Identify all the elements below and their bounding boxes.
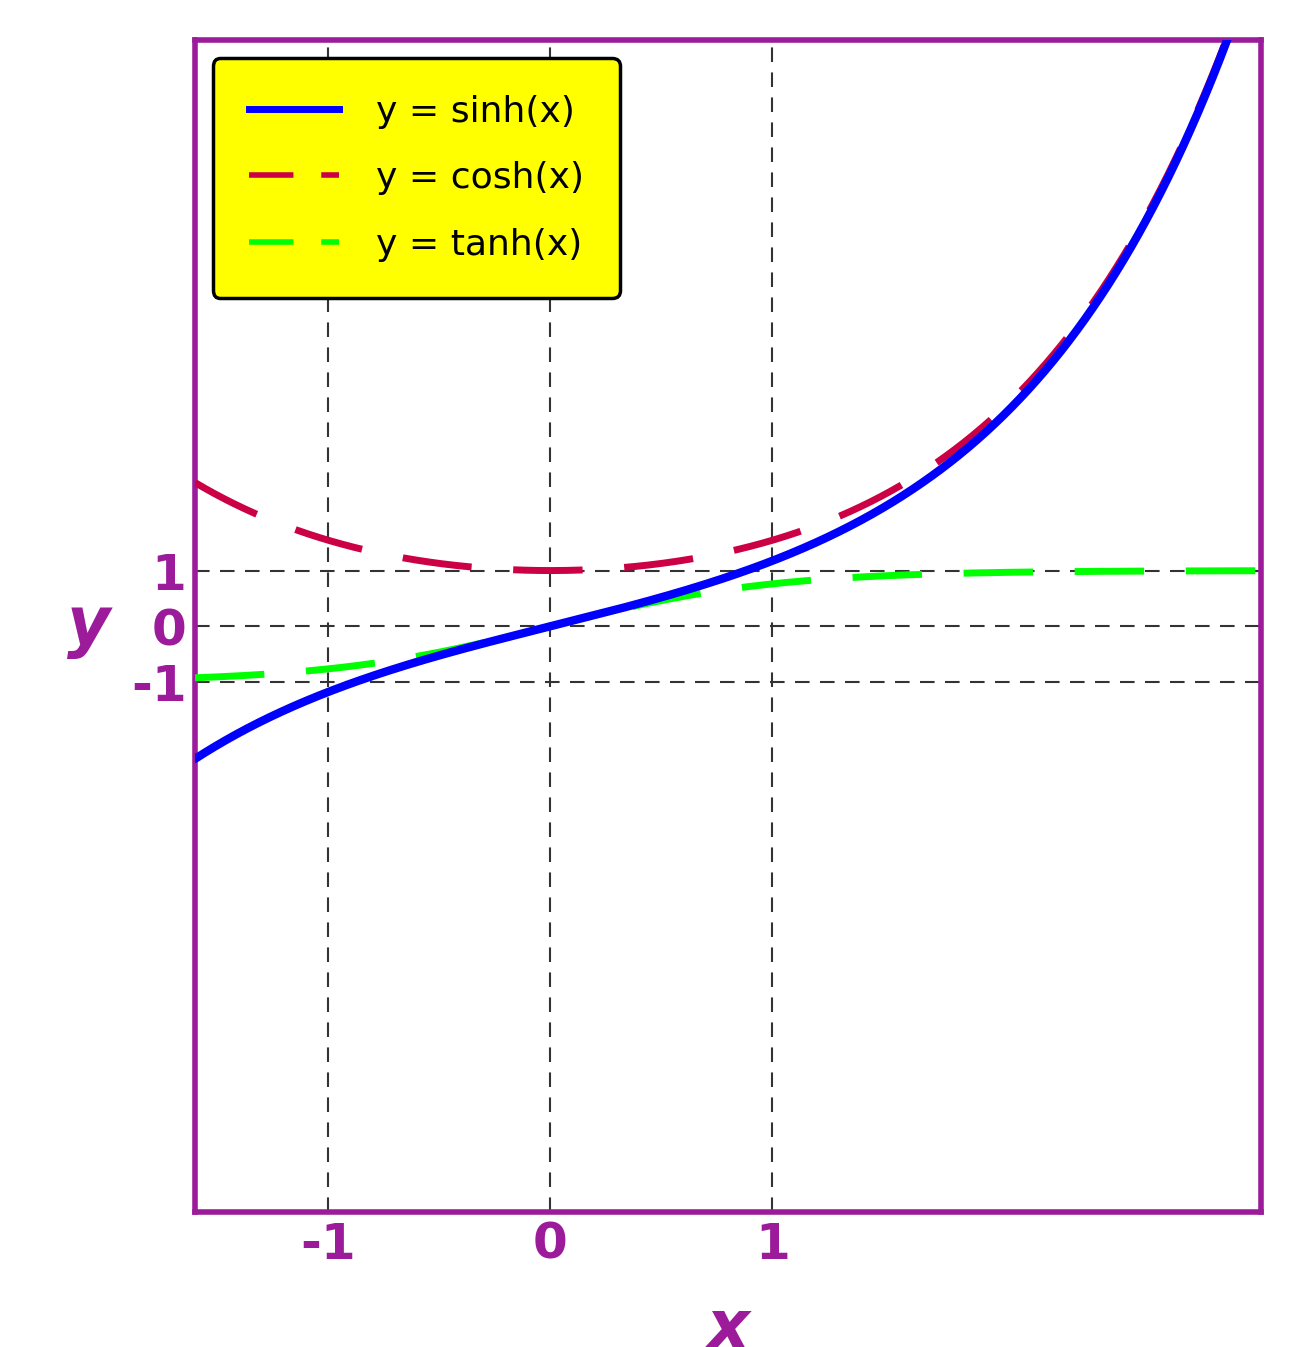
Legend: y = sinh(x), y = cosh(x), y = tanh(x): y = sinh(x), y = cosh(x), y = tanh(x)	[213, 58, 620, 298]
X-axis label: x: x	[706, 1296, 750, 1347]
Y-axis label: y: y	[66, 594, 110, 659]
